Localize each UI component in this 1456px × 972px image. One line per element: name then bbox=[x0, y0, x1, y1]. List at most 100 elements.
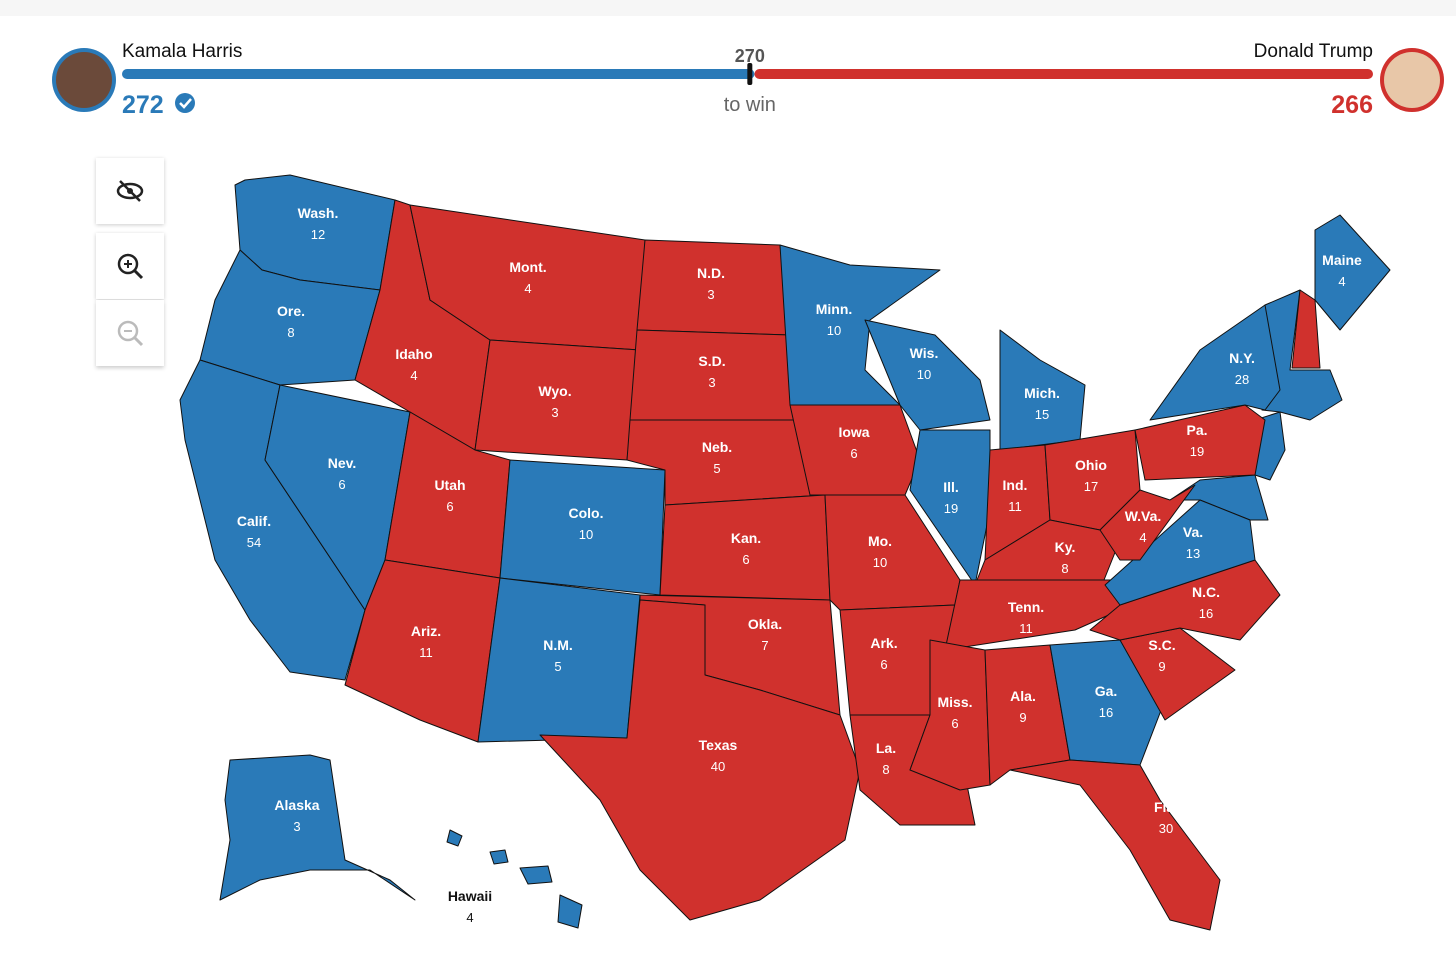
state bbox=[219, 754, 416, 901]
state-name: Utah bbox=[434, 477, 465, 493]
winner-check bbox=[175, 93, 195, 113]
state-name: Fla. bbox=[1154, 799, 1178, 815]
state bbox=[1049, 639, 1166, 766]
state bbox=[539, 599, 861, 921]
state-name: Ill. bbox=[943, 479, 959, 495]
state-votes: 5 bbox=[554, 659, 561, 674]
state bbox=[1149, 304, 1281, 421]
state-votes: 16 bbox=[1099, 705, 1113, 720]
state-votes: 3 bbox=[551, 405, 558, 420]
state-votes: 16 bbox=[1199, 606, 1213, 621]
state bbox=[659, 494, 831, 601]
state-votes: 4 bbox=[410, 368, 417, 383]
state-name: Calif. bbox=[237, 513, 271, 529]
state-votes: 13 bbox=[1186, 546, 1200, 561]
state-votes: 40 bbox=[711, 759, 725, 774]
state-votes: 3 bbox=[708, 375, 715, 390]
check-mark bbox=[179, 98, 192, 109]
state bbox=[909, 429, 991, 586]
state-name: Idaho bbox=[395, 346, 432, 362]
icon bbox=[117, 253, 144, 280]
state-name: Texas bbox=[699, 737, 738, 753]
threshold-marker bbox=[747, 63, 753, 85]
state-votes: 6 bbox=[951, 716, 958, 731]
state-votes: 10 bbox=[873, 555, 887, 570]
state-votes: 54 bbox=[247, 535, 261, 550]
state-name: Miss. bbox=[937, 694, 972, 710]
hawaii-island bbox=[557, 894, 583, 929]
state-votes: 6 bbox=[880, 657, 887, 672]
candidate-votes: 266 bbox=[1331, 91, 1373, 119]
state-name: Tenn. bbox=[1008, 599, 1044, 615]
state bbox=[1104, 499, 1256, 606]
state-votes: 4 bbox=[1139, 530, 1146, 545]
state-name: Mont. bbox=[509, 259, 546, 275]
state-name: N.M. bbox=[543, 637, 573, 653]
state-votes: 9 bbox=[1158, 659, 1165, 674]
state-name: Ore. bbox=[277, 303, 305, 319]
state-votes: 9 bbox=[1019, 710, 1026, 725]
state-name: Wyo. bbox=[538, 383, 571, 399]
state bbox=[1099, 484, 1196, 561]
state-votes: 11 bbox=[1008, 499, 1022, 514]
state-votes: 11 bbox=[1019, 621, 1033, 636]
state-name: Maine bbox=[1322, 252, 1362, 268]
state-name: S.D. bbox=[698, 353, 725, 369]
state-name: Ind. bbox=[1003, 477, 1028, 493]
state-name: Ky. bbox=[1055, 539, 1076, 555]
state-votes: 7 bbox=[761, 638, 768, 653]
state-name: Ohio bbox=[1075, 457, 1107, 473]
new-hampshire bbox=[1291, 289, 1321, 369]
state-name: N.C. bbox=[1192, 584, 1220, 600]
icon bbox=[116, 180, 144, 202]
state-name: Iowa bbox=[838, 424, 869, 440]
state-name: Nev. bbox=[328, 455, 357, 471]
northeast-states bbox=[1261, 289, 1343, 421]
state-votes: 8 bbox=[882, 762, 889, 777]
hide-button[interactable] bbox=[96, 158, 164, 224]
hawaii-island bbox=[519, 865, 553, 885]
state-votes: 4 bbox=[524, 281, 531, 296]
state-votes: 6 bbox=[446, 499, 453, 514]
state-votes: 5 bbox=[713, 461, 720, 476]
state-name: Minn. bbox=[816, 301, 853, 317]
state-name: Va. bbox=[1183, 524, 1203, 540]
state-votes: 8 bbox=[1061, 561, 1068, 576]
state-votes: 10 bbox=[917, 367, 931, 382]
icon bbox=[117, 320, 144, 347]
state-name: Ariz. bbox=[411, 623, 441, 639]
state-votes: 30 bbox=[1159, 821, 1173, 836]
state-labels: Wash.12Ore.8Calif.54Nev.6Idaho4Mont.4Wyo… bbox=[237, 205, 1362, 925]
zoom-in-button[interactable] bbox=[96, 233, 164, 299]
state-votes: 4 bbox=[1338, 274, 1345, 289]
harris-bar bbox=[122, 69, 755, 79]
candidate-name: Donald Trump bbox=[1254, 41, 1373, 62]
state-votes: 6 bbox=[850, 446, 857, 461]
candidate-votes: 272 bbox=[122, 91, 164, 119]
state bbox=[944, 579, 1131, 651]
state-votes: 19 bbox=[1190, 444, 1204, 459]
state-votes: 10 bbox=[827, 323, 841, 338]
zoom-out-button[interactable] bbox=[96, 300, 164, 366]
state-votes: 3 bbox=[293, 819, 300, 834]
state-votes: 15 bbox=[1035, 407, 1049, 422]
state-name: Colo. bbox=[569, 505, 604, 521]
state bbox=[864, 319, 991, 431]
state-votes: 12 bbox=[311, 227, 325, 242]
state-name: Pa. bbox=[1186, 422, 1207, 438]
hawaii-island bbox=[489, 849, 509, 865]
state bbox=[1134, 404, 1266, 481]
harris-photo bbox=[56, 52, 112, 108]
state-name: Alaska bbox=[274, 797, 319, 813]
state-votes: 28 bbox=[1235, 372, 1249, 387]
candidate-name: Kamala Harris bbox=[122, 41, 242, 62]
state bbox=[1314, 214, 1391, 331]
state bbox=[474, 339, 641, 461]
state-name: Ga. bbox=[1095, 683, 1118, 699]
state-name: Mo. bbox=[868, 533, 892, 549]
state-votes: 3 bbox=[707, 287, 714, 302]
state-name: W.Va. bbox=[1125, 508, 1162, 524]
state-name: Wis. bbox=[910, 345, 939, 361]
